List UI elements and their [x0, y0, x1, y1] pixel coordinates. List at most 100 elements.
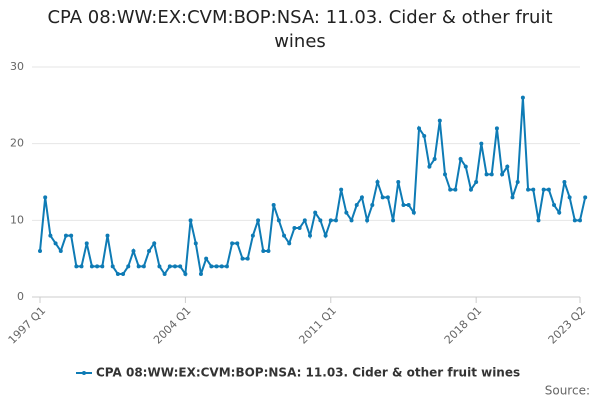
point — [443, 172, 447, 177]
point — [126, 264, 131, 269]
point — [266, 249, 271, 253]
point — [448, 187, 453, 192]
point — [147, 249, 152, 253]
point — [173, 264, 177, 269]
point — [167, 264, 172, 269]
point — [536, 218, 541, 223]
point — [432, 157, 437, 161]
x-tick-label: 2023 Q2 — [546, 304, 589, 347]
point — [38, 249, 42, 253]
point — [261, 249, 266, 253]
point — [437, 118, 442, 123]
point — [105, 233, 110, 238]
point — [541, 187, 546, 192]
point — [380, 195, 385, 200]
point — [302, 218, 307, 223]
point — [240, 256, 245, 261]
point — [406, 203, 411, 207]
point — [297, 226, 302, 230]
point — [411, 210, 416, 215]
source: Source: — [545, 384, 590, 398]
point — [557, 210, 562, 215]
x-tick-label: 1997 Q1 — [6, 304, 49, 347]
point — [287, 241, 292, 246]
point — [224, 264, 229, 269]
point — [468, 187, 473, 192]
point — [339, 187, 344, 192]
series-line — [39, 97, 587, 277]
point — [328, 218, 333, 223]
chart-title: CPA 08:WW:EX:CVM:BOP:NSA: 11.03. Cider &… — [47, 7, 553, 52]
point — [417, 126, 422, 131]
point — [396, 180, 401, 184]
point — [53, 241, 58, 246]
point — [230, 241, 235, 246]
point — [256, 218, 261, 223]
y-tick-label: 30 — [10, 60, 24, 73]
point — [365, 218, 370, 223]
point — [235, 241, 240, 246]
point — [318, 218, 323, 223]
point — [178, 264, 183, 269]
point — [354, 203, 359, 207]
point — [308, 233, 312, 238]
point — [121, 272, 126, 276]
point — [562, 180, 567, 184]
point — [401, 203, 406, 207]
point — [323, 233, 328, 238]
point — [292, 226, 297, 230]
point — [333, 218, 338, 223]
point — [572, 218, 577, 223]
point — [84, 241, 89, 246]
point — [583, 195, 588, 200]
point — [313, 210, 318, 215]
point — [531, 187, 536, 192]
legend-marker — [82, 371, 86, 375]
point — [95, 264, 100, 269]
point — [58, 249, 63, 253]
point — [131, 249, 136, 253]
point — [183, 272, 188, 276]
point — [89, 264, 94, 269]
point — [494, 126, 499, 131]
x-tick-label: 2011 Q1 — [296, 304, 339, 347]
point — [79, 264, 84, 269]
point — [474, 180, 479, 184]
legend-label: CPA 08:WW:EX:CVM:BOP:NSA: 11.03. Cider &… — [96, 366, 520, 380]
point — [510, 195, 515, 200]
point — [162, 272, 167, 276]
point — [427, 164, 432, 169]
point — [370, 203, 375, 207]
x-tick-label: 2018 Q1 — [442, 304, 485, 347]
point — [344, 210, 349, 215]
point — [276, 218, 281, 223]
point — [500, 172, 505, 177]
point — [214, 264, 219, 269]
point — [359, 195, 364, 200]
point — [157, 264, 162, 269]
point — [578, 218, 582, 223]
point — [43, 195, 48, 200]
point — [136, 264, 141, 269]
point — [422, 134, 427, 138]
point — [567, 195, 572, 200]
point — [48, 233, 53, 238]
x-tick-label: 2004 Q1 — [151, 304, 194, 347]
y-tick-label: 0 — [17, 290, 24, 303]
point — [193, 241, 198, 246]
point — [479, 141, 484, 146]
point — [546, 187, 551, 192]
point — [152, 241, 157, 246]
point — [209, 264, 214, 269]
point — [188, 218, 193, 223]
point — [349, 218, 354, 223]
point — [463, 164, 468, 169]
point — [282, 233, 287, 238]
point — [69, 233, 74, 238]
point — [526, 187, 531, 192]
point — [115, 272, 120, 276]
point — [458, 157, 463, 161]
point — [219, 264, 224, 269]
point — [198, 272, 203, 276]
